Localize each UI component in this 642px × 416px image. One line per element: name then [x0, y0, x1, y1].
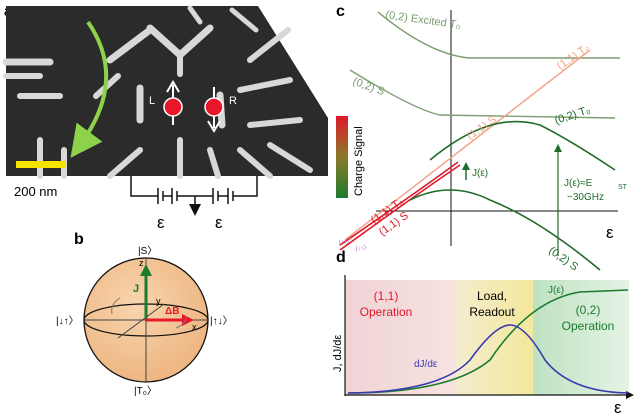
y-axis-label: y: [156, 296, 161, 306]
region-mid-line1: Load,: [477, 289, 507, 303]
state-down-up: |↓↑〉: [56, 315, 79, 327]
j-vector-label: J: [133, 283, 139, 295]
label-11-t0-top: (1,1) T₀: [555, 42, 592, 73]
state-downup-small: |↓↑〉: [356, 245, 370, 252]
panel-a: a: [2, 3, 328, 232]
region-left-line1: (1,1): [374, 289, 399, 303]
charge-signal-label: Charge Signal: [353, 126, 365, 196]
panel-b-letter: b: [74, 231, 84, 248]
curve-02-t0-green: [429, 120, 616, 171]
curve-11-s-red: [339, 161, 459, 246]
epsilon-right: ε: [215, 213, 223, 232]
region-left-line2: Operation: [360, 305, 413, 319]
charge-signal-colorbar: [336, 116, 348, 198]
curve-02-s-light: [349, 69, 616, 119]
region-right-line1: (0,2): [576, 303, 601, 317]
rotation-arrow: [70, 20, 109, 158]
c-epsilon-label: ε: [606, 223, 614, 242]
panel-d-letter: d: [336, 249, 346, 266]
j-curve-label: J(ε): [548, 285, 564, 296]
curve-02-s-green: [409, 189, 601, 271]
db-vector-label: ΔB: [165, 306, 179, 317]
region-load-readout: [455, 280, 533, 395]
label-02-s-left: (0,2) S: [351, 76, 386, 99]
scalebar: [16, 161, 66, 168]
state-s: |S〉: [138, 245, 157, 257]
freq-label: ~30GHz: [567, 192, 604, 203]
label-11-s-mid: (1,1) S: [465, 114, 499, 143]
panel-c-letter: c: [336, 3, 345, 20]
panel-b: b |S〉 |T₀〉 |↓↑〉 |↑↓〉 z y x J ΔB: [56, 231, 233, 397]
region-02-operation: [533, 280, 629, 395]
spin-left-label: L: [149, 95, 155, 107]
d-epsilon-label: ε: [614, 398, 622, 416]
curve-11-t0-pink: [344, 49, 591, 241]
label-02-s-right: (0,2) S: [546, 245, 580, 274]
dj-curve: [347, 324, 629, 394]
state-updown-small: |↑↓〉: [339, 239, 353, 246]
bias-circuit: [130, 176, 258, 216]
state-up-down: |↑↓〉: [210, 315, 233, 327]
jest-label: J(ε)≈E: [564, 178, 593, 189]
scalebar-label: 200 nm: [14, 184, 57, 199]
curve-02-excited-t0: [377, 11, 620, 59]
label-02-t0-right: (0,2) T₀: [553, 104, 592, 127]
jest-sub: ST: [618, 184, 628, 191]
region-11-operation: [345, 280, 455, 395]
region-mid-line2: Readout: [469, 305, 515, 319]
j-eps-label: J(ε): [472, 168, 488, 179]
x-axis-label: x: [192, 322, 197, 332]
j-curve: [347, 289, 629, 394]
panel-d: d ε J, dJ/dε (1,1) Operation Load, Reado…: [332, 249, 634, 416]
dj-curve-label: dJ/dε: [414, 359, 438, 370]
spin-left: [163, 80, 183, 125]
panel-c: c ε Charge Signal (0,2) Excited T₀ (1,1)…: [336, 3, 628, 273]
epsilon-left: ε: [157, 213, 165, 232]
z-axis-label: z: [139, 258, 144, 268]
d-y-axis-label: J, dJ/dε: [332, 335, 344, 372]
spin-right-label: R: [229, 95, 237, 107]
spin-right: [204, 87, 224, 133]
region-right-line2: Operation: [562, 319, 615, 333]
state-t0: |T₀〉: [134, 385, 157, 397]
label-02-excited-t0: (0,2) Excited T₀: [385, 9, 462, 31]
